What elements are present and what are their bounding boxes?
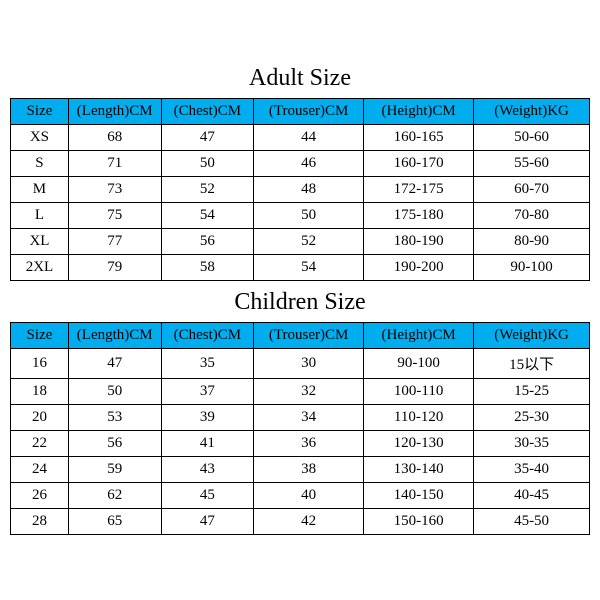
col-height: (Height)CM: [364, 323, 474, 349]
table-row: 1647353090-10015以下: [11, 349, 590, 379]
table-row: L755450175-18070-80: [11, 203, 590, 229]
adult-size-table: Size (Length)CM (Chest)CM (Trouser)CM (H…: [10, 98, 590, 281]
col-length: (Length)CM: [68, 323, 161, 349]
table-row: S715046160-17055-60: [11, 151, 590, 177]
table-row: 24594338130-14035-40: [11, 457, 590, 483]
size-chart-container: Adult Size Size (Length)CM (Chest)CM (Tr…: [0, 45, 600, 555]
table-row: 20533934110-12025-30: [11, 405, 590, 431]
children-size-table: Size (Length)CM (Chest)CM (Trouser)CM (H…: [10, 322, 590, 535]
table-row: 18503732100-11015-25: [11, 379, 590, 405]
col-size: Size: [11, 99, 69, 125]
col-chest: (Chest)CM: [161, 99, 254, 125]
col-chest: (Chest)CM: [161, 323, 254, 349]
col-height: (Height)CM: [364, 99, 474, 125]
table-row: 26624540140-15040-45: [11, 483, 590, 509]
table-row: XS684744160-16550-60: [11, 125, 590, 151]
children-title: Children Size: [10, 289, 590, 316]
col-trouser: (Trouser)CM: [254, 99, 364, 125]
table-row: 28654742150-16045-50: [11, 509, 590, 535]
table-header-row: Size (Length)CM (Chest)CM (Trouser)CM (H…: [11, 99, 590, 125]
col-length: (Length)CM: [68, 99, 161, 125]
table-row: XL775652180-19080-90: [11, 229, 590, 255]
col-weight: (Weight)KG: [474, 99, 590, 125]
col-size: Size: [11, 323, 69, 349]
table-row: 22564136120-13030-35: [11, 431, 590, 457]
adult-title: Adult Size: [10, 65, 590, 92]
table-row: M735248172-17560-70: [11, 177, 590, 203]
table-header-row: Size (Length)CM (Chest)CM (Trouser)CM (H…: [11, 323, 590, 349]
col-trouser: (Trouser)CM: [254, 323, 364, 349]
col-weight: (Weight)KG: [474, 323, 590, 349]
table-row: 2XL795854190-20090-100: [11, 255, 590, 281]
